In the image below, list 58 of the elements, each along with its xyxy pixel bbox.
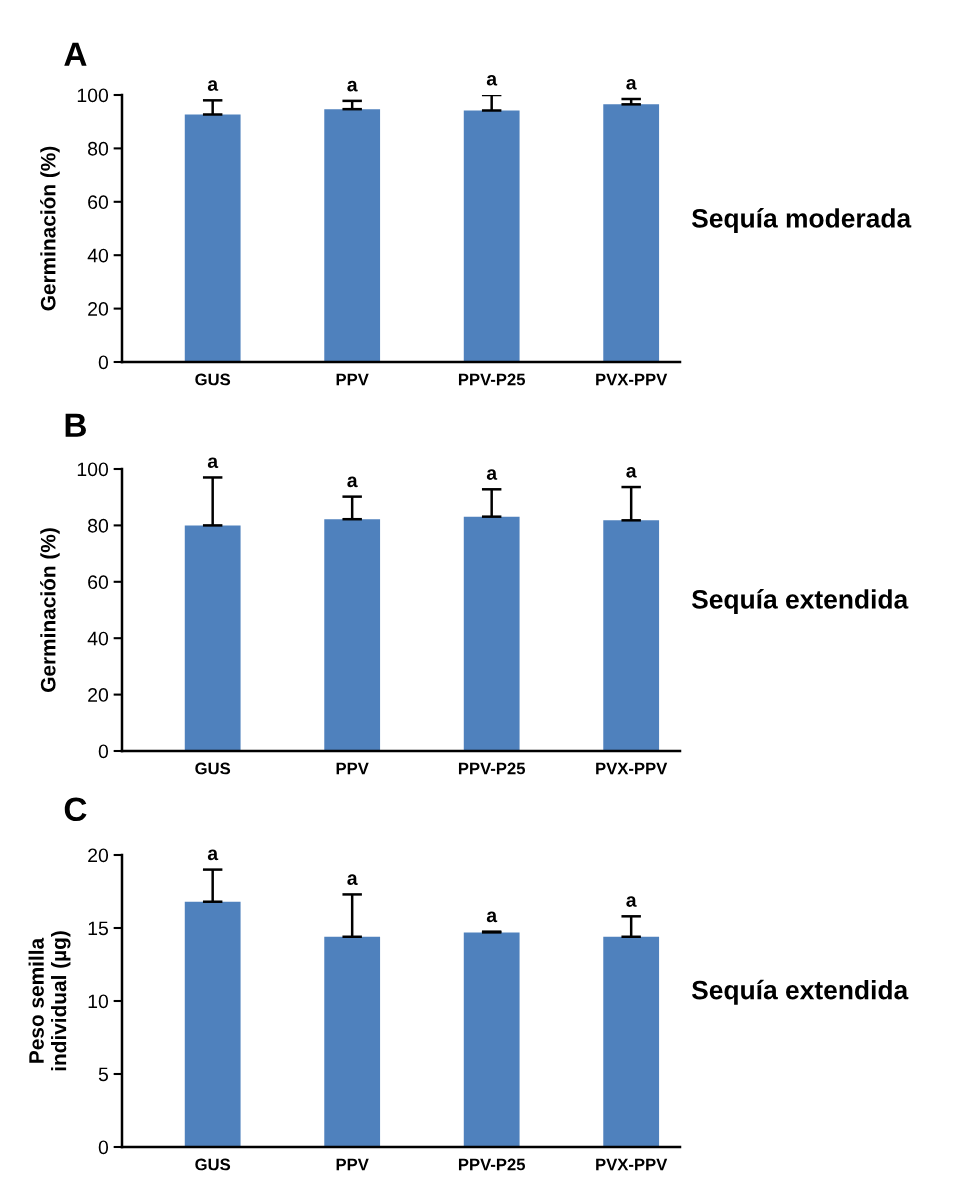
y-axis-title: Germinación (%): [40, 146, 60, 311]
y-tick-label: 0: [98, 744, 109, 759]
annotation: a: [626, 78, 637, 90]
annotation: a: [347, 476, 358, 488]
y-tick-label: 20: [88, 848, 109, 863]
y-tick-label: 100: [77, 88, 109, 103]
y-tick-label: 15: [88, 921, 108, 936]
bar: [324, 936, 381, 1147]
y-tick-label: 20: [88, 688, 109, 702]
bar: [324, 109, 381, 362]
bar: [184, 901, 241, 1147]
x-tick-label: GUS: [195, 1158, 231, 1171]
annotation: a: [486, 74, 498, 86]
x-tick-label: PPV-P25: [458, 1158, 526, 1171]
y-tick-label: 20: [88, 302, 109, 316]
text: Sequía extendida: [691, 589, 909, 614]
x-tick-label: PPV-P25: [458, 762, 526, 775]
bar: [603, 936, 660, 1147]
chart-title: B: [65, 413, 86, 437]
y-tick-label: 10: [88, 994, 109, 1009]
annotation: a: [486, 911, 498, 923]
chart-title: A: [64, 42, 87, 66]
annotation: a: [207, 80, 219, 91]
annotation: a: [347, 874, 358, 886]
bar: [603, 104, 660, 362]
y-tick-label: 80: [88, 518, 109, 533]
bar: [184, 114, 241, 362]
annotation: a: [626, 466, 637, 478]
x-tick-label: PVX-PPV: [596, 373, 668, 386]
annotation: a: [626, 896, 637, 907]
bar: [463, 110, 520, 362]
x-tick-label: PPV: [336, 1158, 369, 1171]
x-tick-label: PVX-PPV: [596, 1158, 668, 1171]
x-tick-label: GUS: [195, 373, 231, 386]
y-axis-title: Peso semilla individual (µg): [28, 931, 71, 1071]
x-tick-label: GUS: [195, 762, 231, 775]
chart-title: C: [64, 797, 87, 822]
annotation: a: [207, 849, 219, 861]
x-tick-label: PPV-P25: [458, 373, 526, 386]
y-tick-label: 0: [98, 1140, 109, 1155]
text: Sequía extendida: [691, 979, 909, 1005]
y-tick-label: 40: [87, 248, 109, 263]
annotation: a: [347, 80, 358, 92]
x-tick-label: PPV: [336, 373, 369, 386]
bar: [463, 932, 520, 1147]
y-axis-title: Germinación (%): [40, 528, 60, 692]
y-tick-label: 60: [88, 195, 109, 210]
y-tick-label: 40: [87, 631, 109, 646]
y-tick-label: 80: [88, 141, 109, 156]
y-tick-label: 5: [98, 1067, 108, 1082]
text: Sequía moderada: [691, 208, 912, 233]
y-tick-label: 60: [88, 575, 109, 590]
annotation: a: [486, 469, 498, 480]
x-tick-label: PPV: [336, 762, 369, 775]
y-tick-label: 100: [77, 462, 109, 477]
y-tick-label: 0: [98, 355, 109, 370]
annotation: a: [207, 457, 219, 469]
x-tick-label: PVX-PPV: [596, 762, 668, 775]
